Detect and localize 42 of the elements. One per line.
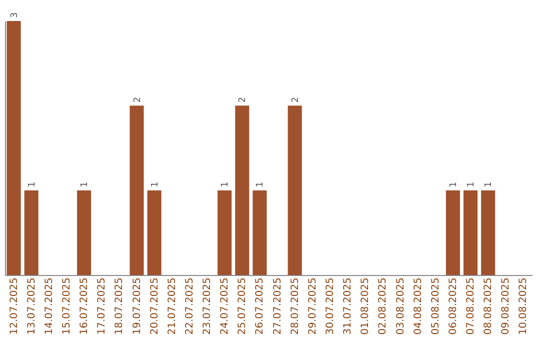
data-label: 1: [80, 182, 90, 188]
data-label: 2: [238, 96, 248, 103]
data-label: 1: [27, 182, 38, 188]
x-tick-label: 24.07.2025: [220, 278, 231, 335]
x-tick-label: 13.07.2025: [26, 278, 38, 335]
x-tick-label: 21.07.2025: [166, 278, 178, 335]
x-tick-label: 05.08.2025: [430, 278, 442, 335]
x-tick-label: 16.07.2025: [79, 278, 90, 335]
x-tick-label: 26.07.2025: [254, 278, 266, 335]
x-tick-label: 09.08.2025: [500, 278, 512, 335]
x-tick-label: 29.07.2025: [307, 278, 318, 335]
x-tick-label: 18.07.2025: [114, 278, 126, 335]
data-label: 2: [132, 96, 143, 103]
data-label: 1: [484, 182, 494, 188]
x-tick-label: 30.07.2025: [324, 278, 336, 335]
x-tick-label: 22.07.2025: [184, 278, 196, 335]
x-tick-label: 06.08.2025: [448, 278, 459, 335]
x-tick-label: 27.07.2025: [272, 278, 284, 335]
x-tick-label: 23.07.2025: [202, 278, 214, 335]
x-tick-label: 02.08.2025: [378, 278, 389, 335]
x-tick-label: 08.08.2025: [483, 278, 494, 335]
x-tick-label: 17.07.2025: [96, 278, 108, 335]
x-tick-label: 28.07.2025: [290, 278, 301, 335]
x-tick-label: 19.07.2025: [132, 278, 143, 335]
data-label: 3: [10, 12, 20, 18]
data-label: 2: [290, 96, 301, 103]
x-tick-label: 03.08.2025: [395, 278, 406, 335]
data-label: 1: [150, 182, 160, 188]
x-tick-label: 31.07.2025: [342, 278, 354, 335]
x-tick-label: 25.07.2025: [237, 278, 248, 335]
x-tick-label: 12.07.2025: [8, 278, 20, 335]
x-tick-label: 10.08.2025: [518, 278, 530, 335]
x-tick-label: 01.08.2025: [360, 278, 372, 335]
x-tick-label: 07.08.2025: [466, 278, 477, 335]
data-label: 1: [448, 182, 459, 188]
x-tick-label: 04.08.2025: [412, 278, 424, 335]
x-tick-label: 20.07.2025: [149, 278, 160, 335]
x-tick-label: 15.07.2025: [61, 278, 72, 335]
data-label: 1: [466, 182, 477, 188]
data-label: 1: [220, 182, 231, 188]
data-label: 1: [256, 182, 266, 188]
x-tick-label: 14.07.2025: [44, 278, 55, 335]
